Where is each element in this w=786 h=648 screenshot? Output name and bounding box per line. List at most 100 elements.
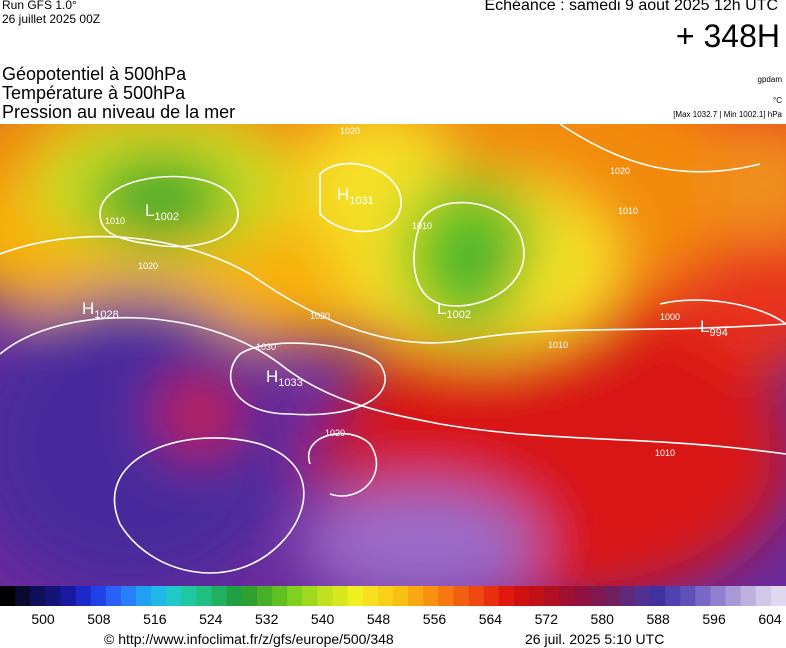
- unit: [Max 1032.7 | Min 1002.1] hPa: [673, 110, 782, 119]
- isobar-label: 1020: [610, 166, 630, 176]
- colorbar: 500 508 516 524 532 540 548 556 564 572 580 588 596 6…: [0, 586, 786, 627]
- colorbar-swatch: [544, 586, 560, 606]
- colorbar-swatch: [75, 586, 92, 606]
- center-value: 1002: [446, 309, 470, 321]
- colorbar-swatch: [513, 586, 530, 606]
- colorbar-swatch: [151, 586, 167, 606]
- isobar-label: 1010: [105, 216, 125, 226]
- colorbar-swatch: [589, 586, 606, 606]
- colorbar-swatch: [604, 586, 621, 606]
- colorbar-tick-label: 596: [702, 611, 726, 627]
- center-letter: H: [266, 367, 278, 386]
- colorbar-swatch: [90, 586, 107, 606]
- colorbar-swatch: [468, 586, 485, 606]
- isobar-label: 1020: [340, 126, 360, 136]
- colorbar-swatch: [377, 586, 394, 606]
- colorbar-tick-label: 556: [423, 611, 447, 627]
- colorbar-swatch: [241, 586, 258, 606]
- colorbar-swatch: [665, 586, 681, 606]
- colorbar-swatch: [438, 586, 454, 606]
- colorbar-swatch: [0, 586, 16, 606]
- colorbar-swatch: [423, 586, 439, 606]
- isobars: [0, 124, 786, 574]
- colorbar-swatch: [226, 586, 243, 606]
- colorbar-swatch: [740, 586, 757, 606]
- footer-url: © http://www.infoclimat.fr/z/gfs/europe/…: [104, 631, 394, 647]
- center-value: 1028: [94, 309, 118, 321]
- center-letter: H: [337, 185, 349, 204]
- colorbar-swatch: [725, 586, 742, 606]
- colorbar-swatch: [634, 586, 651, 606]
- center-value: 994: [709, 327, 727, 339]
- isobar-label: 1010: [618, 206, 638, 216]
- pressure-center: L994: [700, 317, 728, 339]
- colorbar-swatch: [408, 586, 424, 606]
- colorbar-swatch: [287, 586, 303, 606]
- colorbar-swatch: [770, 586, 786, 606]
- isobar-label: 1000: [660, 312, 680, 322]
- title: Pression au niveau de la mer: [2, 102, 236, 122]
- run: Run GFS 1.0°: [2, 0, 77, 12]
- colorbar-tick-label: 500: [31, 611, 55, 627]
- center-letter: L: [437, 299, 446, 318]
- colorbar-swatch: [755, 586, 772, 606]
- colorbar-tick-label: 564: [479, 611, 503, 627]
- center-letter: H: [82, 299, 94, 318]
- isobar-label: 1020: [310, 311, 330, 321]
- unit: gpdam: [757, 75, 782, 84]
- colorbar-swatch: [362, 586, 379, 606]
- colorbar-swatch: [483, 586, 500, 606]
- colorbar-swatch: [649, 586, 666, 606]
- echeance: Echéance : samedi 9 aout 2025 12h UTC: [484, 0, 778, 14]
- colorbar-swatch: [60, 586, 77, 606]
- colorbar-tick-label: 540: [311, 611, 335, 627]
- colorbar-tick-label: 516: [143, 611, 167, 627]
- colorbar-swatch: [695, 586, 711, 606]
- footer-timestamp: 26 juil. 2025 5:10 UTC: [525, 631, 665, 647]
- colorbar-swatch: [559, 586, 575, 606]
- colorbar-swatch: [15, 586, 31, 606]
- colorbar-swatch: [332, 586, 349, 606]
- colorbar-swatch: [30, 586, 46, 606]
- isobar-label: 1010: [655, 448, 675, 458]
- colorbar-swatch: [256, 586, 273, 606]
- unit: °C: [773, 96, 782, 105]
- isobar-label: 1010: [548, 340, 568, 350]
- colorbar-tick-label: 532: [255, 611, 279, 627]
- center-value: 1031: [349, 195, 373, 207]
- pressure-center: H1031: [337, 185, 374, 207]
- isobar-label: 1020: [138, 261, 158, 271]
- colorbar-swatch: [317, 586, 334, 606]
- title: Géopotentiel à 500hPa: [2, 64, 187, 84]
- colorbar-tick-label: 604: [758, 611, 782, 627]
- center-letter: L: [145, 201, 154, 220]
- colorbar-swatch: [347, 586, 364, 606]
- isobar-label: 1030: [256, 342, 276, 352]
- colorbar-tick-label: 572: [535, 611, 559, 627]
- colorbar-swatch: [710, 586, 727, 606]
- colorbar-swatch: [105, 586, 122, 606]
- run-date: 26 juillet 2025 00Z: [2, 12, 101, 26]
- pressure-center: H1028: [82, 299, 119, 321]
- lead-time: + 348H: [675, 18, 780, 54]
- colorbar-tick-label: 548: [367, 611, 391, 627]
- colorbar-swatch: [120, 586, 137, 606]
- title: Température à 500hPa: [2, 83, 186, 103]
- center-letter: L: [700, 317, 709, 336]
- pressure-center: L1002: [145, 201, 179, 223]
- pressure-center: H1033: [266, 367, 303, 389]
- colorbar-swatch: [498, 586, 515, 606]
- colorbar-swatch: [393, 586, 409, 606]
- colorbar-swatch: [529, 586, 545, 606]
- pressure-center: L1002: [437, 299, 471, 321]
- colorbar-swatch: [619, 586, 636, 606]
- colorbar-swatch: [302, 586, 318, 606]
- colorbar-tick-label: 588: [646, 611, 670, 627]
- colorbar-swatch: [136, 586, 152, 606]
- colorbar-swatch: [45, 586, 61, 606]
- colorbar-tick-label: 508: [87, 611, 111, 627]
- colorbar-swatch: [181, 586, 197, 606]
